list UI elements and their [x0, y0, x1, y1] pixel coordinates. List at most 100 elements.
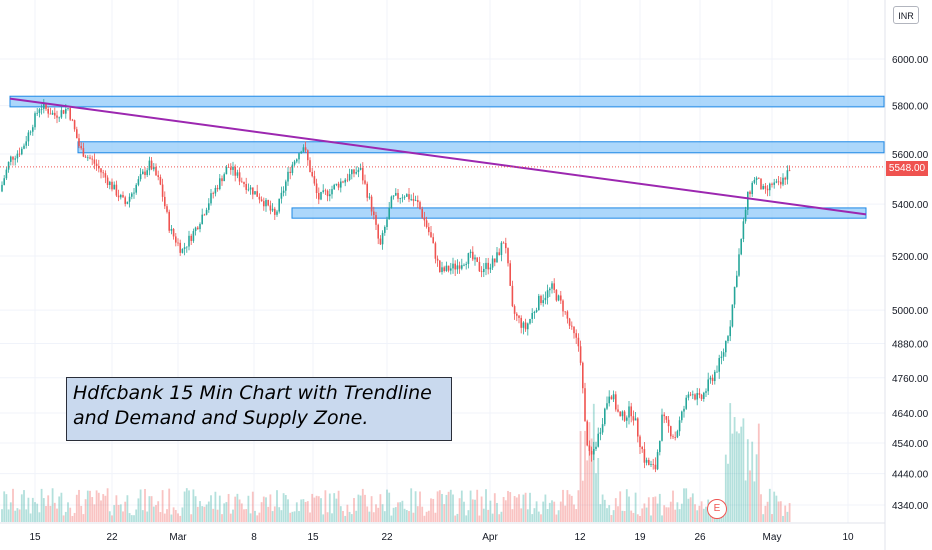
candle-body — [236, 172, 239, 176]
candle-body — [377, 224, 379, 239]
volume-bar — [518, 494, 520, 522]
candle-body — [117, 195, 120, 198]
volume-bar — [342, 510, 344, 522]
candle-body — [755, 177, 758, 180]
earnings-icon[interactable]: E — [707, 499, 727, 519]
volume-bar — [742, 418, 745, 522]
volume-bar — [632, 512, 635, 522]
candle-body — [597, 433, 599, 447]
volume-bar — [672, 490, 674, 522]
candle-body — [84, 156, 87, 158]
candle-body — [725, 340, 727, 353]
volume-bar — [104, 495, 107, 522]
annotation-box[interactable]: Hdfcbank 15 Min Chart with Trendline and… — [66, 377, 452, 441]
currency-badge[interactable]: INR — [893, 6, 919, 24]
volume-bar — [304, 501, 307, 522]
candle-body — [285, 181, 287, 191]
volume-bar — [183, 491, 186, 522]
volume-bar — [157, 501, 160, 522]
candle-body — [115, 184, 118, 196]
volume-bar — [276, 490, 278, 522]
candle-body — [487, 262, 489, 270]
supply-demand-zones[interactable] — [9, 95, 885, 219]
volume-bar — [746, 439, 749, 522]
volume-bar — [256, 515, 259, 522]
candle-body — [260, 199, 263, 202]
price-axis[interactable]: 4340.00 4440.00 4540.00 4640.00 4760.00 4880.… — [892, 55, 929, 512]
zone-rect[interactable] — [9, 95, 885, 108]
volume-bar — [122, 511, 124, 522]
volume-bar — [685, 488, 688, 522]
candle-body — [758, 177, 760, 179]
candle-body — [408, 194, 410, 200]
volume-bar — [430, 498, 432, 522]
volume-bar — [740, 426, 743, 522]
candle-body — [34, 113, 36, 128]
volume-bar — [368, 511, 371, 522]
candle-body — [150, 160, 153, 170]
volume-bar — [577, 490, 580, 522]
volume-bar — [16, 508, 19, 522]
candle-body — [373, 211, 375, 216]
volume-bar — [31, 497, 34, 522]
volume-bar — [423, 515, 426, 522]
volume-bar — [661, 515, 663, 522]
candle-body — [465, 263, 467, 265]
candle-body — [54, 112, 56, 116]
volume-bar — [575, 509, 578, 522]
volume-bar — [67, 502, 69, 522]
candle-body — [181, 248, 184, 253]
volume-bar — [645, 507, 648, 522]
volume-bar — [80, 505, 83, 522]
zone-rect[interactable] — [291, 207, 867, 219]
candle-body — [179, 242, 181, 253]
volume-bar — [410, 488, 413, 522]
candle-body — [104, 173, 107, 178]
candle-body — [450, 268, 452, 271]
volume-bar — [212, 508, 215, 522]
candle-body — [494, 258, 496, 263]
candle-body — [51, 112, 54, 115]
volume-bar — [260, 502, 263, 522]
candle-body — [45, 104, 47, 109]
volume-bar — [744, 480, 747, 522]
candle-body — [775, 181, 778, 183]
trendline[interactable] — [9, 97, 867, 216]
candle-body — [557, 295, 560, 301]
volume-bar — [588, 422, 591, 522]
candle-body — [197, 227, 199, 230]
volume-bar — [53, 502, 56, 522]
volume-bar — [724, 454, 727, 522]
candle-body — [461, 265, 463, 269]
candle-body — [67, 108, 69, 109]
volume-bar — [476, 489, 479, 522]
volume-bar — [636, 514, 639, 522]
price-tick-label: 4640.00 — [892, 409, 929, 420]
candle-body — [428, 227, 430, 233]
candle-body — [320, 191, 322, 200]
time-axis[interactable]: 15 22 Mar 8 15 22 Apr 12 19 26 May 10 — [29, 532, 854, 543]
zone-rect[interactable] — [77, 141, 885, 154]
candle-body — [472, 251, 474, 260]
candle-body — [256, 191, 258, 197]
volume-bar — [93, 504, 96, 522]
volume-bar — [328, 493, 331, 522]
volume-bar — [313, 497, 316, 522]
candle-body — [593, 448, 595, 455]
volume-bar — [350, 514, 353, 522]
candle-body — [683, 408, 685, 412]
volume-bar — [784, 505, 787, 522]
candle-body — [612, 394, 615, 400]
volume-bar — [449, 489, 452, 522]
volume-bar — [733, 417, 736, 522]
volume-bar — [227, 493, 230, 522]
volume-bar — [612, 510, 615, 522]
volume-bar — [680, 503, 683, 522]
candle-body — [313, 176, 316, 184]
volume-bar — [753, 481, 756, 522]
candle-body — [432, 237, 434, 244]
candle-body — [304, 147, 307, 151]
candle-body — [100, 168, 102, 173]
volume-bar — [487, 509, 490, 522]
